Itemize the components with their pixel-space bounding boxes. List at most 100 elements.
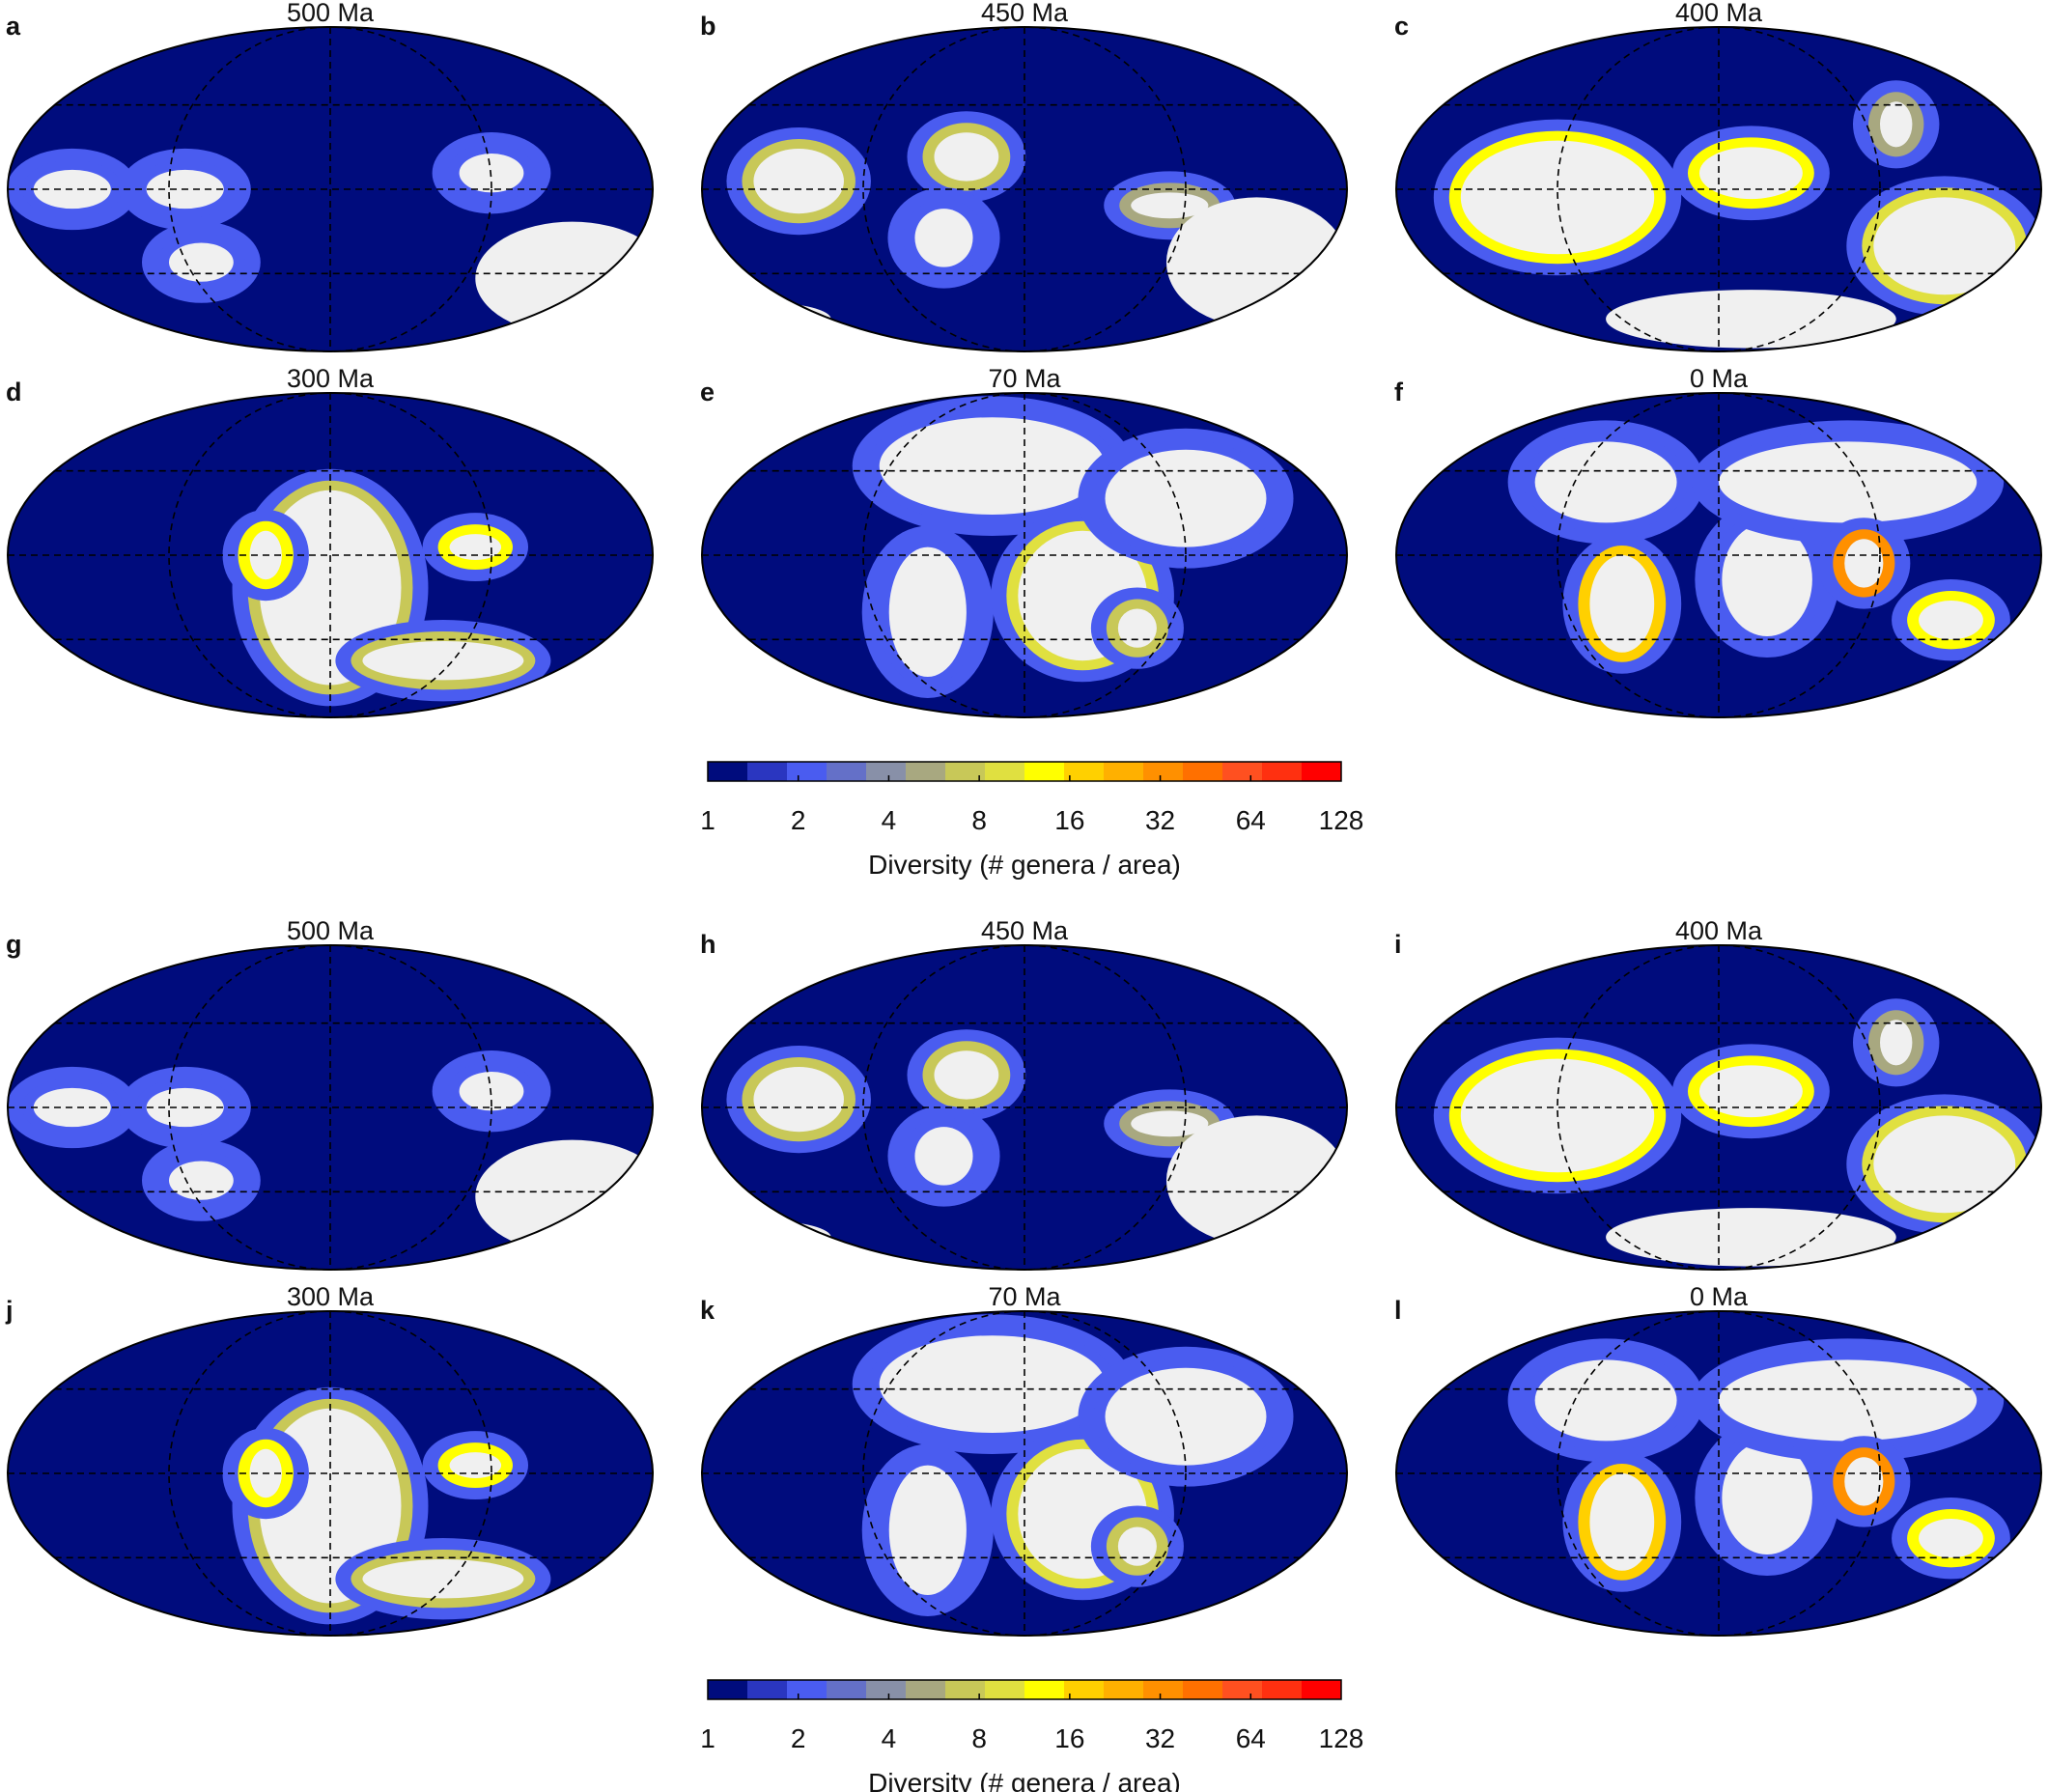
panel-letter: f [1394, 378, 1404, 406]
map-panel-d: 300 Ma d [6, 364, 654, 718]
colorbar-segment [906, 1680, 946, 1699]
colorbar-segment [866, 762, 907, 781]
landmasses [1507, 420, 2010, 674]
colorbar-segment [945, 762, 986, 781]
colorbar-tick-label: 4 [882, 1723, 897, 1753]
colorbar-segment [945, 1680, 986, 1699]
land [1117, 608, 1157, 648]
panel-letter: h [700, 930, 716, 959]
land [169, 242, 234, 282]
land [702, 1220, 831, 1254]
colorbar: 1 2 4 8 16 32 64 128 Diversity (# genera / area) [700, 761, 1364, 880]
land [1719, 441, 1978, 523]
colorbar-segment [985, 762, 1025, 781]
map-border [701, 1310, 1348, 1637]
land [1165, 197, 1347, 327]
graticule [8, 1310, 653, 1637]
colorbar-segment [1104, 762, 1144, 781]
land [475, 221, 653, 336]
colorbar-segment [1222, 1680, 1263, 1699]
map-border [7, 944, 654, 1271]
colorbar-segment [1104, 1680, 1144, 1699]
land [753, 1067, 844, 1133]
colorbar-segment [708, 1680, 748, 1699]
panel-letter: k [700, 1296, 715, 1325]
land [1589, 1473, 1655, 1571]
land [1844, 539, 1884, 588]
colorbar-segment [747, 762, 788, 781]
panel-letter: i [1394, 930, 1402, 959]
land [934, 1050, 999, 1100]
colorbar-tick-label: 1 [700, 1723, 715, 1753]
map-border [701, 944, 1348, 1271]
panel-letter: l [1394, 1296, 1402, 1325]
panel-title: 300 Ma [287, 364, 375, 393]
land [934, 132, 999, 182]
landmasses [852, 1314, 1294, 1617]
land [449, 534, 502, 561]
land [1105, 449, 1267, 547]
colorbar-segment [985, 1680, 1025, 1699]
colorbar-tick-label: 8 [971, 805, 987, 835]
graticule [8, 944, 653, 1271]
panel-title: 400 Ma [1675, 916, 1763, 945]
colorbar-tick-label: 128 [1319, 805, 1364, 835]
land [1534, 441, 1677, 523]
colorbar-tick-label: 2 [791, 1723, 806, 1753]
map-panel-l: 0 Ma l [1394, 1282, 2042, 1637]
colorbar-tick-label: 64 [1236, 1723, 1266, 1753]
colorbar-segment [1024, 762, 1065, 781]
map-panel-i: 400 Ma i [1394, 916, 2042, 1271]
map-border [7, 1310, 654, 1637]
colorbar-tick-label: 128 [1319, 1723, 1364, 1753]
landmasses [8, 1050, 653, 1254]
map-border [701, 392, 1348, 718]
graticule [1396, 944, 2041, 1271]
panel-letter: g [6, 930, 22, 959]
land [914, 209, 973, 267]
landmasses [222, 1386, 551, 1625]
land [1722, 522, 1812, 636]
colorbar-segment [787, 1680, 828, 1699]
colorbar-tick-label: 1 [700, 805, 715, 835]
land [1131, 192, 1209, 219]
map-panel-g: 500 Ma g [6, 916, 654, 1271]
land [1844, 1457, 1884, 1506]
colorbar-segment [1183, 1680, 1223, 1699]
panel-title: 70 Ma [988, 1282, 1061, 1311]
graticule [1396, 1310, 2041, 1637]
colorbar-tick-label: 32 [1145, 1723, 1175, 1753]
colorbar-tick-label: 2 [791, 805, 806, 835]
land [459, 154, 524, 193]
colorbar-tick-label: 16 [1054, 805, 1084, 835]
panel-title: 450 Ma [981, 916, 1069, 945]
land [914, 1127, 973, 1186]
land [1919, 1519, 1983, 1558]
panel-letter: c [1394, 12, 1409, 41]
graticule [1396, 26, 2041, 352]
map-panel-j: 300 Ma j [5, 1282, 654, 1637]
colorbar-tick-label: 8 [971, 1723, 987, 1753]
land [1873, 1115, 2016, 1214]
panel-title: 0 Ma [1690, 364, 1749, 393]
land [888, 546, 967, 677]
land [879, 1335, 1106, 1433]
map-border [1395, 392, 2042, 718]
map-panel-k: 70 Ma k [700, 1282, 1348, 1637]
colorbar-segment [827, 1680, 867, 1699]
graticule [702, 26, 1347, 352]
land [475, 1139, 653, 1254]
panel-title: 300 Ma [287, 1282, 375, 1311]
colorbar-tick-label: 4 [882, 805, 897, 835]
panel-title: 450 Ma [981, 0, 1069, 27]
colorbar-segment [1064, 1680, 1105, 1699]
map-panel-c: 400 Ma c [1394, 0, 2042, 352]
colorbar-segment [866, 1680, 907, 1699]
panel-title: 500 Ma [287, 0, 375, 27]
colorbar-label: Diversity (# genera / area) [868, 850, 1181, 880]
land [362, 1559, 524, 1599]
land [1698, 1065, 1803, 1118]
panel-title: 0 Ma [1690, 1282, 1749, 1311]
colorbar-tick-label: 32 [1145, 805, 1175, 835]
panel-letter: a [6, 12, 21, 41]
